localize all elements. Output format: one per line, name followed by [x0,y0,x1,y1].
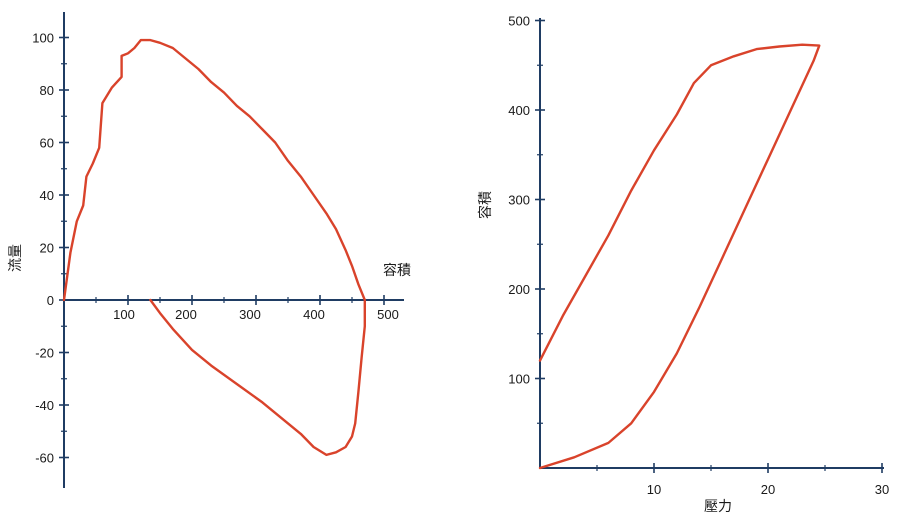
pressure-volume-y-axis-title: 容積 [477,191,493,219]
pressure-volume-y-tick-label: 200 [508,282,530,297]
pressure-volume-ticks: 10 20 30 100 200 300 400 500 [508,14,889,498]
flow-volume-x-axis-title: 容積 [383,262,411,278]
pressure-volume-y-tick-label: 400 [508,103,530,118]
pressure-volume-y-tick-label: 300 [508,193,530,208]
flow-volume-y-tick-label: -60 [35,451,54,466]
flow-volume-axes [63,12,404,488]
flow-volume-y-tick-label: 100 [32,31,54,46]
pressure-volume-axes [539,18,884,469]
flow-volume-x-tick-label: 500 [377,307,399,322]
pressure-volume-x-tick-label: 20 [761,482,775,497]
pressure-volume-x-axis-title: 壓力 [704,498,732,514]
flow-volume-x-tick-label: 300 [239,307,261,322]
flow-volume-y-tick-label: -40 [35,398,54,413]
flow-volume-loop-line [62,38,366,457]
flow-volume-y-tick-label: -20 [35,346,54,361]
flow-volume-y-tick-label: 60 [40,136,54,151]
pressure-volume-y-tick-label: 500 [508,14,530,29]
pressure-volume-chart: 10 20 30 100 200 300 400 500 壓力 容積 [477,14,889,515]
pressure-volume-x-tick-label: 10 [647,482,661,497]
flow-volume-x-tick-label: 400 [303,307,325,322]
flow-volume-x-tick-label: 100 [113,307,135,322]
pressure-volume-y-tick-label: 100 [508,372,530,387]
flow-volume-x-tick-label: 200 [175,307,197,322]
pressure-volume-series [538,43,821,470]
flow-volume-y-tick-label: 80 [40,83,54,98]
pressure-volume-x-tick-label: 30 [875,482,889,497]
flow-volume-series [62,38,366,457]
flow-volume-y-tick-label: 0 [47,293,54,308]
pressure-volume-loop-line [538,43,821,470]
flow-volume-y-tick-label: 20 [40,241,54,256]
flow-volume-y-tick-label: 40 [40,188,54,203]
flow-volume-y-axis-title: 流量 [7,244,23,272]
